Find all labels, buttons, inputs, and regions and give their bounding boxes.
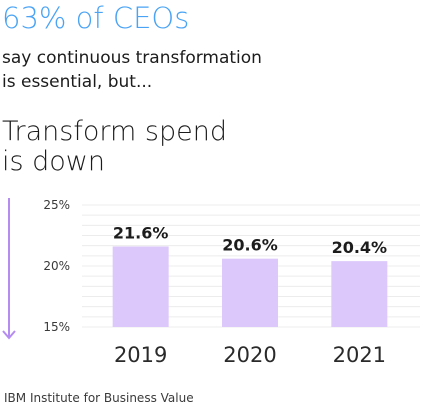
bar-2019 <box>112 246 169 327</box>
down-arrow-icon <box>2 198 16 340</box>
data-label-2020: 20.6% <box>222 236 278 255</box>
x-label-2021: 2021 <box>333 343 386 367</box>
y-tick-label: 25% <box>43 198 70 212</box>
spend-title-line-1: Transform spend <box>2 116 227 147</box>
source-credit: IBM Institute for Business Value <box>4 391 194 405</box>
data-labels: 21.6% 20.6% 20.4% <box>113 223 387 257</box>
y-tick-label: 20% <box>43 259 70 273</box>
data-label-2021: 20.4% <box>332 238 388 257</box>
data-label-2019: 21.6% <box>113 223 169 242</box>
x-axis-labels: 2019 2020 2021 <box>114 343 386 367</box>
bar-2021 <box>331 261 388 327</box>
subhead: say continuous transformation is essenti… <box>2 46 302 94</box>
bar-chart: 25% 20% 15% 21.6% 20.6% 20.4% 2019 2020 2021 <box>2 198 420 367</box>
subhead-line-1: say continuous transformation <box>2 48 262 68</box>
bar-2020 <box>222 258 278 327</box>
subhead-line-2: is essential, but... <box>2 72 153 92</box>
spend-title: Transform spend is down <box>2 117 302 177</box>
y-tick-label: 15% <box>43 320 70 334</box>
y-axis-ticks: 25% 20% 15% <box>43 198 70 334</box>
bar-series <box>112 246 388 327</box>
x-label-2020: 2020 <box>223 343 276 367</box>
spend-title-line-2: is down <box>2 146 106 177</box>
headline-stat: 63% of CEOs <box>2 1 190 35</box>
x-label-2019: 2019 <box>114 343 167 367</box>
